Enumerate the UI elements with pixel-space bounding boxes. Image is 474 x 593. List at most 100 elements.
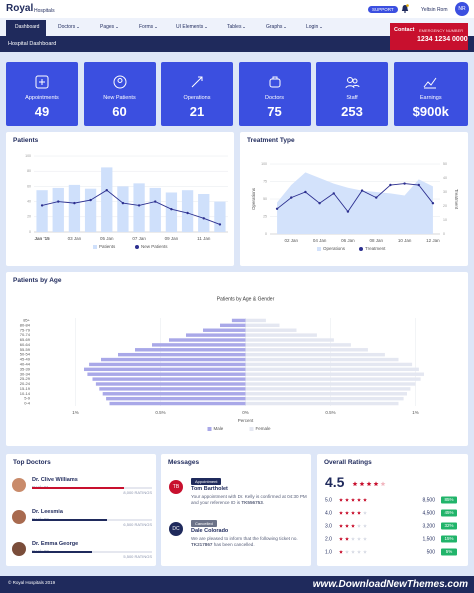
bar <box>245 392 407 396</box>
breadcrumb-bar: Hospital Dashboard <box>0 36 474 52</box>
legend-label: Treatment <box>365 246 386 251</box>
bar <box>101 167 113 232</box>
stat-card[interactable]: Earnings $900k <box>393 62 468 126</box>
bar <box>99 387 246 391</box>
bar <box>245 338 334 342</box>
rating-level: 5.0 <box>325 497 332 503</box>
rating-percent: 32% <box>444 523 453 528</box>
star-icon <box>363 537 367 541</box>
nav-item[interactable]: Login <box>306 24 322 30</box>
rating-track <box>32 551 152 553</box>
ratings-panel: Overall Ratings 4.5 5.0 8,500 85% 4.0 4,500 4… <box>317 454 468 566</box>
nav-item[interactable]: Doctors <box>58 24 79 30</box>
stat-card[interactable]: Operations 21 <box>161 62 233 126</box>
panel-title: Overall Ratings <box>324 459 372 466</box>
stat-card[interactable]: Staff 253 <box>316 62 388 126</box>
user-avatar[interactable]: NR <box>455 2 469 16</box>
point <box>73 201 76 205</box>
legend-label: New Patients <box>141 244 168 249</box>
watermark: www.DownloadNewThemes.com <box>312 579 468 590</box>
y2-tick-label: 40 <box>443 176 447 180</box>
percent-badge <box>441 548 457 556</box>
doctor-name[interactable]: Dr. Clive Williams <box>32 477 78 483</box>
nav-active-tab[interactable] <box>6 20 46 36</box>
point <box>290 196 293 199</box>
message-text: We are pleased to inform that the follow… <box>191 536 309 548</box>
y-tick-label: 5-9 <box>24 396 31 401</box>
user-name[interactable]: Yeltsin Rom <box>421 7 448 13</box>
y-tick-label: 100 <box>261 162 267 166</box>
bar <box>109 401 246 406</box>
brand[interactable]: Royal <box>6 3 34 14</box>
y2-tick-label: 0 <box>443 232 445 236</box>
stat-card[interactable]: Doctors 75 <box>238 62 311 126</box>
message-sender[interactable]: Dale Colorado <box>191 528 229 534</box>
doctor-name[interactable]: Dr. Leesmia <box>32 509 63 515</box>
copyright: © Royal Hospitals 2019 <box>8 580 56 585</box>
line <box>276 183 434 213</box>
nav-item[interactable]: Dashboard <box>15 24 40 30</box>
x-tick-label: 12 Jan <box>426 238 440 243</box>
x-tick-label: Jan '15 <box>35 236 51 241</box>
contact-box[interactable]: Contact EMERGENCY NUMBER 1234 1234 0000 <box>390 23 468 50</box>
bell-icon[interactable] <box>401 4 409 13</box>
legend-label: Patients <box>99 244 116 249</box>
icon <box>191 76 203 88</box>
y-tick-label: 100 <box>25 154 31 158</box>
stat-label: Staff <box>346 95 358 101</box>
bar <box>84 188 97 232</box>
nav-item[interactable]: Tables <box>227 24 245 30</box>
star-icon <box>351 511 355 515</box>
star-icon <box>363 498 367 502</box>
star-icon <box>339 550 343 554</box>
nav-item[interactable]: Forms <box>139 24 157 30</box>
stat-value: 75 <box>267 104 282 119</box>
y2-tick-label: 50 <box>443 162 447 166</box>
rating-count: 500 <box>427 549 436 555</box>
doctor-photo <box>12 542 26 556</box>
doctor-name[interactable]: Dr. Emma George <box>32 541 79 547</box>
bar <box>214 201 226 232</box>
message-badge: Appointment <box>191 478 222 485</box>
x-tick-label: 05 Jan <box>100 236 114 241</box>
bar <box>220 323 246 328</box>
legend-swatch <box>359 247 363 251</box>
message-avatar: TB <box>169 480 183 494</box>
star-icon <box>339 511 343 515</box>
stat-value: 21 <box>189 104 205 119</box>
point <box>202 217 205 220</box>
message-body: Your appointment with Dr. Kelly is confi… <box>191 494 307 505</box>
star-icon <box>366 481 372 487</box>
y-tick-label: 25-29 <box>20 376 31 381</box>
stat-value: 253 <box>341 104 363 119</box>
stat-card[interactable]: New Patients 60 <box>83 62 156 126</box>
y-tick-label: 20 <box>27 215 31 219</box>
point <box>346 210 350 213</box>
support-button[interactable]: SUPPORT <box>368 6 398 13</box>
bar <box>245 377 421 381</box>
rating-level: 4.0 <box>325 510 332 516</box>
nav-item[interactable]: Graphs <box>266 24 286 30</box>
nav-item[interactable]: UI Elements <box>176 24 207 30</box>
doctor-ratings: 8,000 RATINGS <box>123 490 152 495</box>
y-tick-label: 40 <box>27 200 31 204</box>
icon <box>113 75 126 89</box>
point <box>105 189 108 192</box>
bar <box>245 367 419 372</box>
y-tick-label: 75-79 <box>20 327 31 332</box>
star-icon <box>339 524 343 528</box>
message-sender[interactable]: Tom Bartholet <box>191 486 228 492</box>
message-ref: TK217867 <box>191 542 213 547</box>
nav-item[interactable]: Pages <box>100 24 118 30</box>
patients-chart: 0 20 40 60 80 100 Jan '15 03 Jan 05 Jan 07 Jan 09 … <box>25 154 228 249</box>
x-tick-label: 10 Jan <box>398 238 412 243</box>
star-icon <box>345 537 349 541</box>
y2-tick-label: 10 <box>443 218 447 222</box>
age-panel: Patients by Age & Gender 1% 0.5% 0% 0.5% 1% 85… <box>6 272 468 446</box>
stat-label: New Patients <box>103 95 136 101</box>
bar <box>245 333 317 337</box>
bar <box>152 343 246 347</box>
stat-card[interactable]: Appointments 49 <box>6 62 78 126</box>
icon <box>345 77 360 89</box>
